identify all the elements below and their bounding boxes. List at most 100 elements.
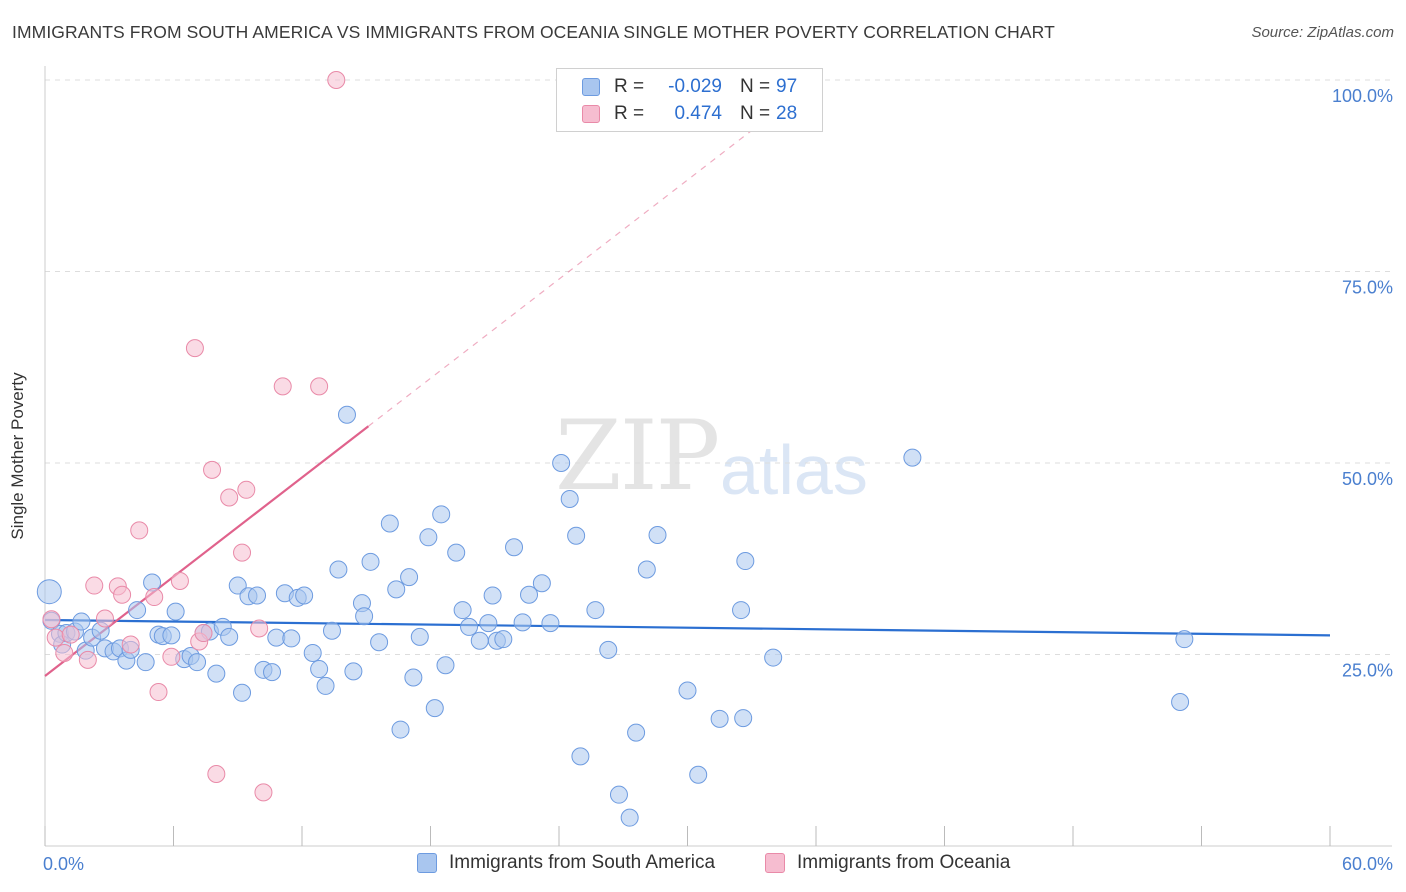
point-south-america [220, 627, 239, 646]
point-oceania [237, 480, 256, 499]
point-south-america [552, 454, 571, 472]
watermark-zip: ZIP [555, 400, 720, 512]
point-south-america [609, 785, 628, 804]
point-oceania [130, 521, 149, 540]
point-south-america [532, 574, 551, 593]
correlation-legend: R = -0.029 N = 97 R = 0.474 N = 28 [556, 68, 823, 132]
point-oceania [207, 764, 226, 783]
axes [44, 66, 1392, 847]
point-south-america [560, 490, 579, 509]
y-tick-label: 75.0% [1342, 278, 1393, 298]
point-oceania [121, 635, 140, 654]
point-south-america [410, 627, 429, 646]
legend-swatch-blue [582, 78, 600, 96]
point-south-america [391, 720, 410, 739]
point-south-america [903, 448, 922, 467]
point-oceania [46, 628, 65, 647]
point-south-america [689, 765, 708, 784]
watermark-atlas: atlas [720, 431, 868, 509]
point-south-america [637, 560, 656, 579]
point-south-america [329, 560, 348, 579]
point-south-america [233, 683, 252, 702]
point-south-america [541, 614, 560, 633]
point-south-america [425, 699, 444, 718]
point-south-america [263, 663, 282, 682]
point-south-america [620, 808, 639, 827]
point-oceania [233, 543, 252, 562]
point-south-america [248, 586, 267, 605]
point-south-america [387, 580, 406, 599]
point-oceania [254, 783, 273, 802]
legend-item-south-america[interactable]: Immigrants from South America [417, 852, 715, 874]
grid-lines [45, 79, 1392, 655]
legend-swatch-blue [417, 853, 437, 873]
legend-r-value: -0.029 [668, 76, 722, 97]
point-oceania [113, 585, 132, 604]
point-south-america [72, 612, 91, 631]
point-south-america [295, 586, 314, 605]
point-south-america [648, 526, 667, 545]
legend-r-label: R = [614, 76, 645, 97]
source-label: Source: ZipAtlas.com [1251, 24, 1394, 41]
point-oceania [85, 576, 104, 595]
point-south-america [337, 405, 356, 424]
point-south-america [188, 653, 207, 672]
point-south-america [436, 656, 455, 675]
point-oceania [310, 377, 329, 396]
point-south-america [316, 676, 335, 695]
point-oceania [327, 71, 346, 89]
point-south-america [162, 626, 181, 645]
legend-row-south-america: R = -0.029 N = 97 [582, 75, 797, 99]
point-oceania [61, 625, 80, 644]
point-south-america [734, 709, 753, 728]
legend-swatch-pink [765, 853, 785, 873]
point-south-america [370, 633, 389, 652]
point-south-america [404, 668, 423, 687]
point-south-america [483, 586, 502, 605]
point-oceania [95, 609, 114, 628]
point-south-america [380, 514, 399, 533]
point-south-america [710, 709, 729, 728]
point-south-america [432, 505, 451, 524]
point-oceania [162, 647, 181, 666]
point-south-america [267, 628, 286, 647]
point-south-america [678, 681, 697, 700]
point-south-america [470, 631, 489, 650]
point-south-america [732, 601, 751, 620]
point-south-america [1175, 630, 1194, 649]
legend-label-south-america: Immigrants from South America [449, 852, 716, 873]
point-south-america [207, 664, 226, 683]
point-south-america [505, 538, 524, 557]
point-oceania [185, 339, 204, 358]
point-oceania [42, 610, 61, 629]
point-south-america [567, 526, 586, 545]
y-axis-label-wrap: Single Mother Poverty [8, 289, 28, 539]
point-south-america [571, 747, 590, 766]
point-south-america [419, 528, 438, 547]
point-south-america [513, 613, 532, 632]
point-oceania [78, 650, 97, 669]
legend-item-oceania[interactable]: Immigrants from Oceania [765, 852, 1010, 874]
x-tick-label: 60.0% [1342, 854, 1393, 874]
legend-n-label: N = [740, 76, 771, 97]
point-oceania [273, 377, 292, 396]
point-oceania [145, 588, 164, 607]
point-south-america [355, 607, 374, 626]
point-south-america [136, 653, 155, 672]
legend-row-oceania: R = 0.474 N = 28 [582, 102, 797, 126]
point-oceania [250, 619, 269, 638]
point-south-america [36, 579, 62, 605]
point-oceania [170, 571, 189, 590]
legend-r-label: R = [614, 103, 645, 124]
tick-labels: 25.0% 50.0% 75.0% 100.0% 0.0% 60.0% [43, 86, 1393, 874]
point-south-america [453, 601, 472, 620]
trend-extension-oceania [368, 121, 763, 427]
data-points [36, 71, 1194, 827]
point-south-america [1171, 692, 1190, 711]
point-south-america [447, 543, 466, 562]
point-south-america [599, 640, 618, 659]
point-south-america [303, 643, 322, 662]
point-south-america [494, 630, 513, 649]
legend-n-value: 97 [776, 76, 798, 97]
